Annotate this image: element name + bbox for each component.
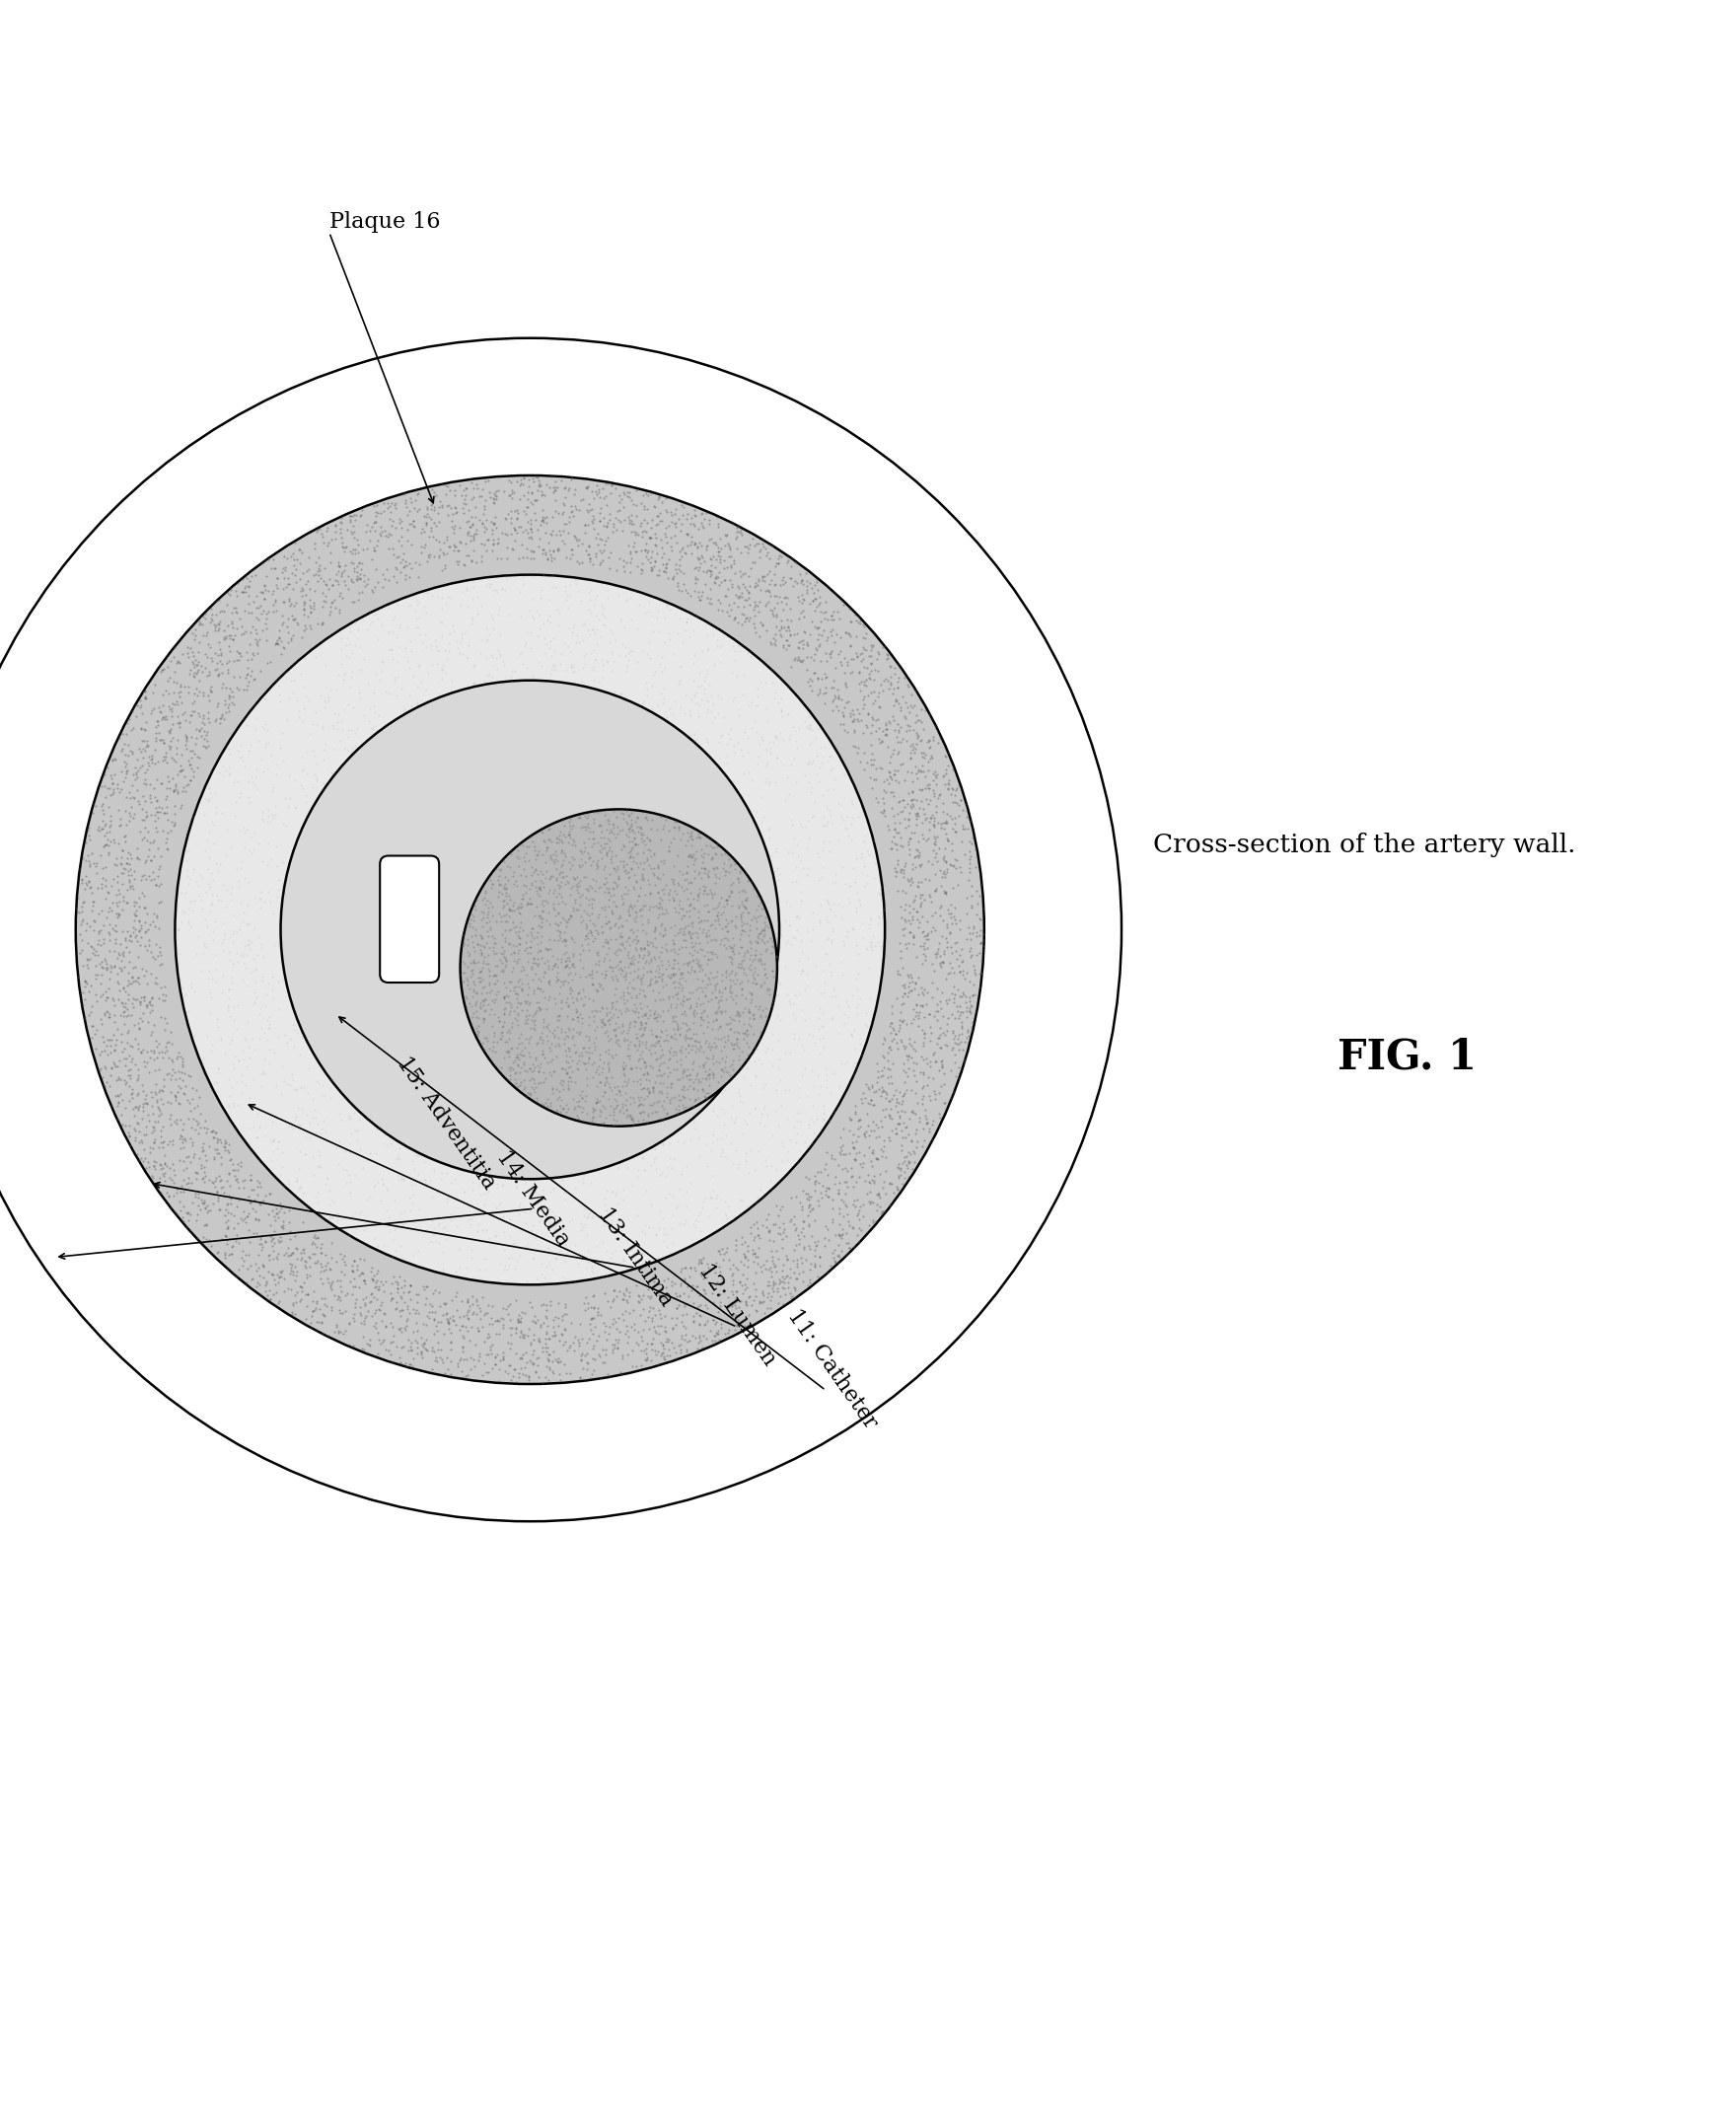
Text: 12: Lumen: 12: Lumen bbox=[694, 1259, 781, 1369]
Text: Cross-section of the artery wall.: Cross-section of the artery wall. bbox=[1153, 833, 1576, 858]
Circle shape bbox=[281, 680, 779, 1179]
Text: Plaque 16: Plaque 16 bbox=[330, 211, 441, 232]
Text: FIG. 1: FIG. 1 bbox=[1337, 1035, 1476, 1078]
Circle shape bbox=[0, 338, 1121, 1521]
Circle shape bbox=[460, 809, 778, 1126]
Circle shape bbox=[76, 475, 984, 1384]
Text: 13: Intima: 13: Intima bbox=[594, 1204, 677, 1310]
Text: 15: Adventitia: 15: Adventitia bbox=[392, 1052, 500, 1194]
Text: 11: Catheter: 11: Catheter bbox=[783, 1306, 882, 1433]
FancyBboxPatch shape bbox=[380, 856, 439, 983]
Text: 14: Media: 14: Media bbox=[491, 1147, 575, 1251]
Circle shape bbox=[175, 575, 885, 1285]
